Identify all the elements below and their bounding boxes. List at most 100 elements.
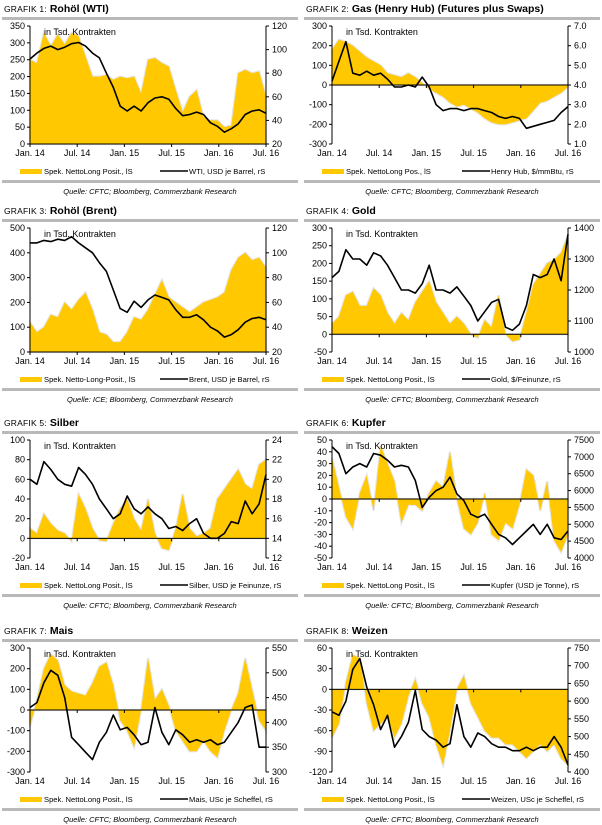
- area-halo: [330, 445, 570, 555]
- legend-swatch-area: [322, 169, 344, 174]
- right-tick-label: 40: [272, 115, 282, 125]
- x-tick-label: Jan. 14: [317, 562, 347, 572]
- legend-swatch-area: [322, 797, 344, 802]
- left-tick-label: 300: [10, 643, 25, 653]
- x-tick-label: Jan. 14: [317, 356, 347, 366]
- left-tick-label: 80: [15, 455, 25, 465]
- left-tick-label: -30: [314, 705, 327, 715]
- x-tick-label: Jul. 14: [64, 562, 91, 572]
- right-tick-label: 20: [272, 474, 282, 484]
- x-tick-label: Jan. 16: [506, 562, 536, 572]
- left-tick-label: 40: [317, 447, 327, 457]
- legend-swatch-area: [322, 377, 344, 382]
- source-note: Quelle: CFTC; Bloomberg, Commerzbank Res…: [63, 601, 237, 610]
- x-tick-label: Jan. 16: [204, 148, 234, 158]
- x-tick-label: Jul. 14: [64, 776, 91, 786]
- x-tick-label: Jul. 16: [253, 776, 280, 786]
- title-rule: [304, 639, 600, 642]
- right-tick-label: 750: [574, 643, 589, 653]
- area-series-net-long: [332, 39, 568, 125]
- left-tick-label: -100: [309, 100, 327, 110]
- x-tick-label: Jul. 15: [460, 148, 487, 158]
- chart-title-prefix: GRAFIK 1:: [4, 4, 47, 14]
- chart-title: GRAFIK 3: Rohöl (Brent): [2, 204, 298, 218]
- right-tick-label: 12: [272, 553, 282, 563]
- chart-title: GRAFIK 5: Silber: [2, 416, 298, 430]
- chart-svg: 0 100 200 300 400 500 20 40 60 80 100 120 Jan. 14 Jul…: [10, 223, 287, 384]
- unit-note: in Tsd. Kontrakten: [44, 27, 116, 37]
- unit-note: in Tsd. Kontrakten: [346, 441, 418, 451]
- x-tick-label: Jul. 16: [555, 356, 582, 366]
- x-tick-label: Jul. 15: [158, 562, 185, 572]
- x-tick-label: Jul. 14: [64, 148, 91, 158]
- panel-kupfer: GRAFIK 6: Kupfer -50 -40 -30 -20 -10 0 10 20 30 40…: [304, 416, 600, 611]
- chart-title-text: Weizen: [351, 625, 388, 637]
- chart-title: GRAFIK 8: Weizen: [304, 624, 600, 638]
- chart-title: GRAFIK 6: Kupfer: [304, 416, 600, 430]
- legend-label-area: Spek. NettoLong Posit., lS: [346, 581, 435, 590]
- left-tick-label: -200: [7, 746, 25, 756]
- title-rule: [2, 431, 298, 434]
- left-tick-label: 200: [10, 664, 25, 674]
- legend-label-area: Spek. NettoLong Posit., lS: [44, 795, 133, 804]
- x-tick-label: Jul. 16: [253, 356, 280, 366]
- right-tick-label: 1300: [574, 254, 594, 264]
- area-series-net-long: [30, 32, 266, 145]
- right-tick-label: 20: [272, 347, 282, 357]
- chart-title-prefix: GRAFIK 3:: [4, 206, 47, 216]
- left-tick-label: 350: [10, 21, 25, 31]
- x-tick-label: Jan. 14: [15, 562, 45, 572]
- x-tick-label: Jul. 16: [253, 148, 280, 158]
- right-tick-label: 6500: [574, 469, 594, 479]
- bottom-rule: [2, 594, 298, 597]
- right-tick-label: 5.0: [574, 60, 587, 70]
- chart-title: GRAFIK 7: Mais: [2, 624, 298, 638]
- x-tick-label: Jan. 15: [412, 356, 442, 366]
- right-tick-label: 500: [574, 732, 589, 742]
- x-tick-label: Jan. 16: [506, 356, 536, 366]
- x-tick-label: Jan. 14: [317, 148, 347, 158]
- left-tick-label: 400: [10, 248, 25, 258]
- left-tick-label: 20: [15, 514, 25, 524]
- unit-note: in Tsd. Kontrakten: [44, 649, 116, 659]
- left-tick-label: 0: [322, 329, 327, 339]
- x-tick-label: Jul. 15: [158, 356, 185, 366]
- left-tick-label: 150: [10, 88, 25, 98]
- left-tick-label: -200: [309, 119, 327, 129]
- right-tick-label: 1.0: [574, 139, 587, 149]
- area-halo: [330, 653, 570, 770]
- left-tick-label: 100: [312, 294, 327, 304]
- source-note: Quelle: CFTC; Bloomberg, Commerzbank Res…: [63, 815, 237, 824]
- x-tick-label: Jan. 15: [412, 148, 442, 158]
- right-tick-label: 1200: [574, 285, 594, 295]
- left-tick-label: 250: [10, 55, 25, 65]
- x-tick-label: Jan. 14: [15, 148, 45, 158]
- left-tick-label: 50: [317, 312, 327, 322]
- unit-note: in Tsd. Kontrakten: [346, 27, 418, 37]
- panel-gas: GRAFIK 2: Gas (Henry Hub) (Futures plus …: [304, 2, 600, 197]
- right-tick-label: 2.0: [574, 119, 587, 129]
- right-tick-label: 4.0: [574, 80, 587, 90]
- left-tick-label: -300: [309, 139, 327, 149]
- panel-gold: GRAFIK 4: Gold -50 0 50 100 150 200 250 300 1000 1…: [304, 204, 600, 405]
- left-tick-label: 60: [15, 474, 25, 484]
- right-tick-label: 22: [272, 455, 282, 465]
- left-tick-label: 10: [317, 482, 327, 492]
- bottom-rule: [2, 180, 298, 183]
- x-tick-label: Jan. 16: [204, 562, 234, 572]
- right-tick-label: 3.0: [574, 100, 587, 110]
- title-rule: [2, 17, 298, 20]
- x-tick-label: Jan. 15: [110, 356, 140, 366]
- left-tick-label: -50: [314, 347, 327, 357]
- line-series-price: [331, 446, 569, 546]
- right-tick-label: 60: [272, 297, 282, 307]
- bottom-rule: [304, 388, 600, 391]
- right-tick-label: 400: [574, 767, 589, 777]
- right-tick-label: 1000: [574, 347, 594, 357]
- left-tick-label: 0: [20, 533, 25, 543]
- chart-title-text: Silber: [49, 417, 80, 429]
- panel-wti: GRAFIK 1: Rohöl (WTI) 0 50 100 150 200 250 300 3…: [2, 2, 298, 197]
- chart-title-text: Gold: [351, 205, 376, 217]
- left-tick-label: 100: [10, 322, 25, 332]
- x-tick-label: Jul. 15: [158, 148, 185, 158]
